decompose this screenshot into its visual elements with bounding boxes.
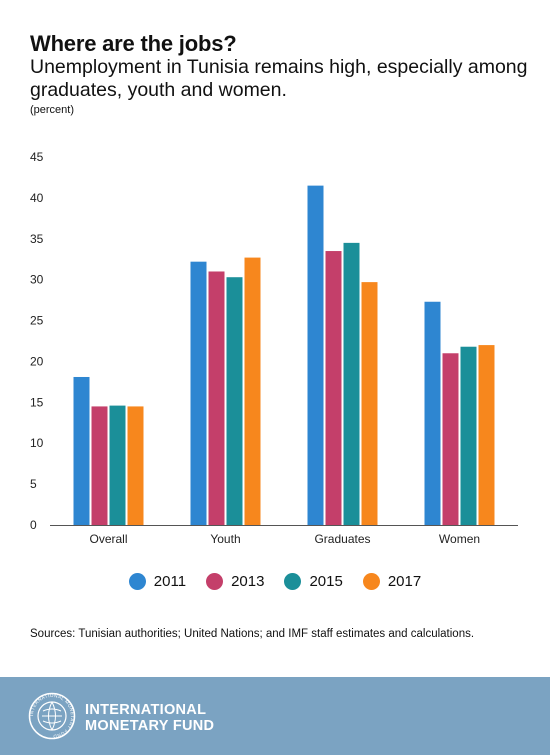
imf-wordmark-line1: INTERNATIONAL	[85, 702, 207, 718]
x-tick-label: Youth	[210, 532, 240, 546]
imf-footer: INTERNATIONAL MONETARY FUND INTERNATIONA…	[0, 677, 550, 755]
legend-swatch	[362, 573, 380, 590]
legend-item-2011: 2011	[128, 573, 187, 590]
y-tick-label: 20	[30, 354, 44, 368]
chart-title: Where are the jobs?	[30, 31, 237, 56]
legend-label: 2011	[153, 573, 187, 590]
bar-2013-graduates	[325, 251, 342, 525]
legend-item-2015: 2015	[284, 573, 343, 590]
chart-subtitle: Unemployment in Tunisia remains high, es…	[30, 56, 528, 101]
y-tick-label: 25	[30, 314, 44, 328]
bar-2017-overall	[127, 406, 144, 525]
y-tick-label: 45	[30, 150, 44, 164]
legend: 2011 2013 2015 2017	[0, 573, 550, 590]
bar-2011-graduates	[307, 185, 324, 525]
legend-label: 2013	[231, 573, 265, 590]
bar-2015-overall	[109, 405, 126, 525]
imf-wordmark-line2: MONETARY FUND	[85, 718, 215, 734]
y-tick-label: 40	[30, 191, 44, 205]
y-tick-label: 15	[30, 395, 44, 409]
legend-label: 2015	[309, 573, 343, 590]
bar-2017-women	[478, 345, 495, 525]
legend-item-2017: 2017	[362, 573, 422, 590]
bar-2015-youth	[226, 277, 243, 525]
x-tick-label: Graduates	[314, 532, 370, 546]
x-tick-label: Overall	[89, 532, 127, 546]
bar-2013-youth	[208, 271, 225, 525]
y-tick-label: 35	[30, 232, 44, 246]
imf-seal-logo: INTERNATIONAL MONETARY FUND	[28, 692, 76, 740]
bar-2011-youth	[190, 261, 207, 525]
y-tick-label: 30	[30, 273, 44, 287]
bar-2015-graduates	[343, 242, 360, 525]
y-tick-label: 0	[30, 518, 37, 532]
bar-2013-women	[442, 353, 459, 525]
bar-2015-women	[460, 346, 477, 525]
bar-2011-women	[424, 301, 441, 525]
legend-item-2013: 2013	[206, 573, 264, 590]
bar-2011-overall	[73, 376, 90, 525]
y-tick-label: 10	[30, 436, 44, 450]
bar-2013-overall	[91, 406, 108, 525]
source-note: Sources: Tunisian authorities; United Na…	[30, 628, 475, 640]
legend-label: 2017	[387, 573, 422, 590]
bar-2017-graduates	[361, 282, 378, 525]
y-tick-label: 5	[30, 477, 37, 491]
legend-swatch	[284, 573, 302, 590]
bar-chart: 0 5 10 15 20 25 30 35 40 45 Overall Youth Graduates W…	[30, 150, 518, 546]
unit-label: (percent)	[30, 104, 75, 116]
x-tick-label: Women	[439, 532, 480, 546]
legend-swatch	[128, 573, 146, 590]
imf-wordmark: INTERNATIONAL MONETARY FUND	[85, 702, 214, 734]
legend-swatch	[206, 573, 224, 590]
bar-2017-youth	[244, 257, 261, 525]
